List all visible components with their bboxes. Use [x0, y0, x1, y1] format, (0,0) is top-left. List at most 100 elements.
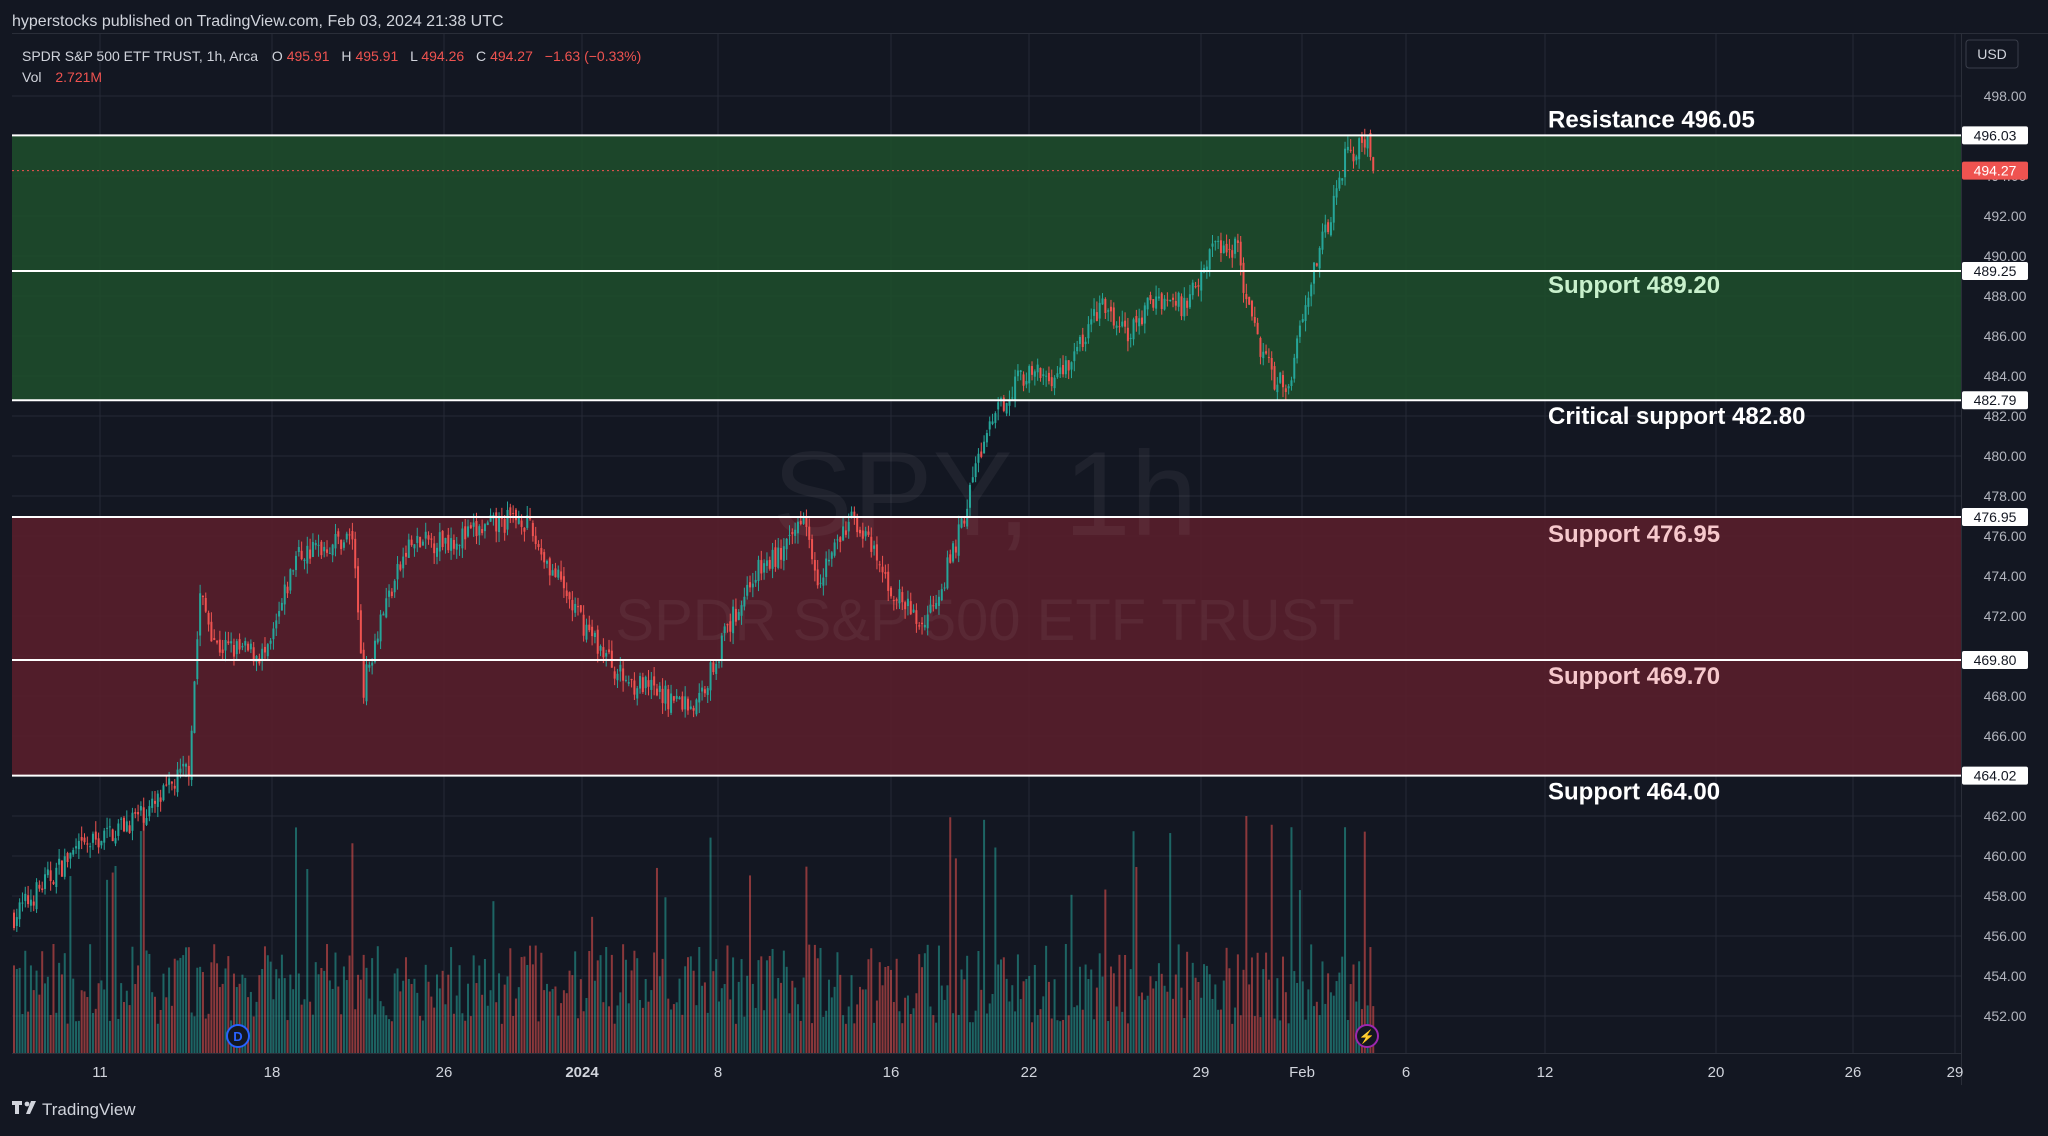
- volume-bar: [1329, 992, 1332, 1053]
- volume-bar: [915, 993, 918, 1053]
- level-annotation: Support 469.70: [1548, 663, 1720, 690]
- candle-body: [199, 593, 202, 636]
- volume-bar: [912, 1008, 915, 1053]
- candle-body: [32, 901, 35, 906]
- volume-bar: [368, 998, 371, 1053]
- volume-bar: [170, 1005, 173, 1053]
- volume-bar: [811, 1023, 814, 1053]
- volume-bar: [1022, 981, 1025, 1053]
- volume-bar: [362, 954, 365, 1053]
- candle-body: [52, 881, 55, 885]
- level-price-label: 469.80: [1974, 652, 2017, 668]
- volume-bar: [348, 955, 351, 1053]
- candle-body: [780, 547, 783, 560]
- candle-body: [624, 679, 627, 681]
- candle-body: [802, 517, 805, 524]
- volume-bar: [949, 817, 952, 1053]
- candle-body: [949, 554, 952, 563]
- volume-bar: [1369, 947, 1372, 1053]
- candle-body: [275, 620, 278, 629]
- y-tick-label: 460.00: [1984, 848, 2027, 864]
- level-annotation: Support 476.95: [1548, 521, 1720, 548]
- volume-bar: [371, 958, 374, 1053]
- candle-body: [292, 570, 295, 572]
- candle-body: [300, 550, 303, 560]
- volume-bar: [292, 989, 295, 1053]
- volume-bar: [210, 962, 213, 1053]
- volume-bar: [1183, 1018, 1186, 1053]
- x-tick-label: 20: [1708, 1064, 1725, 1081]
- legend-close-value: 494.27: [490, 48, 533, 64]
- candle-body: [1163, 298, 1166, 310]
- candle-body: [650, 679, 653, 690]
- volume-bar: [1327, 973, 1330, 1053]
- candle-body: [1087, 324, 1090, 339]
- candle-body: [1081, 334, 1084, 348]
- volume-bar: [303, 999, 306, 1053]
- candle-body: [46, 869, 49, 876]
- dividend-badge[interactable]: D: [226, 1024, 250, 1048]
- candle-body: [168, 778, 171, 785]
- volume-bar: [701, 985, 704, 1053]
- volume-bar: [929, 1006, 932, 1053]
- volume-bar: [1346, 1019, 1349, 1053]
- currency-button[interactable]: [1965, 39, 2019, 69]
- candle-body: [402, 556, 405, 569]
- volume-bar: [142, 814, 145, 1053]
- last-price-tag: [1962, 161, 2028, 180]
- volume-bar: [1121, 1011, 1124, 1053]
- candle-body: [320, 541, 323, 556]
- volume-bar: [847, 1006, 850, 1053]
- volume-bar: [168, 967, 171, 1053]
- volume-bar: [718, 1001, 720, 1053]
- volume-bar: [1160, 973, 1163, 1053]
- volume-bar: [935, 1022, 938, 1053]
- candle-body: [957, 524, 960, 556]
- level-price-label: 496.03: [1974, 127, 2017, 143]
- volume-bar: [709, 837, 712, 1053]
- candle-body: [1050, 377, 1053, 387]
- volume-bar: [1093, 1019, 1096, 1053]
- volume-bar: [385, 1015, 388, 1053]
- volume-bar: [478, 965, 481, 1053]
- candle-body: [18, 902, 21, 920]
- legend-ohlc[interactable]: SPDR S&P 500 ETF TRUST, 1h, Arca O 495.9…: [22, 48, 641, 64]
- volume-bar: [1126, 1023, 1129, 1053]
- volume-bar: [873, 1022, 876, 1053]
- volume-bar: [483, 959, 486, 1053]
- y-tick-label: 482.00: [1984, 408, 2027, 424]
- candle-body: [1166, 299, 1169, 301]
- candle-body: [743, 596, 746, 607]
- candle-body: [1239, 241, 1242, 266]
- candle-body: [498, 516, 501, 533]
- candle-body: [170, 781, 173, 784]
- candle-body: [1011, 397, 1014, 399]
- legend-volume[interactable]: Vol 2.721M: [22, 69, 102, 85]
- candle-body: [771, 549, 774, 569]
- candle-body: [244, 641, 247, 646]
- y-tick-label: 458.00: [1984, 888, 2027, 904]
- volume-bar: [337, 986, 340, 1053]
- candle-body: [512, 513, 515, 515]
- candle-body: [963, 520, 966, 524]
- earnings-badge[interactable]: ⚡: [1355, 1024, 1379, 1048]
- volume-bar: [365, 967, 368, 1053]
- price-axis-panel[interactable]: [1962, 33, 2048, 1085]
- candle-body: [523, 527, 526, 532]
- volume-bar: [15, 968, 18, 1053]
- volume-bar: [131, 946, 134, 1053]
- volume-bar: [1053, 979, 1056, 1053]
- footer-brand[interactable]: TradingView: [42, 1100, 136, 1119]
- candle-body: [100, 840, 103, 846]
- volume-bar: [985, 1013, 988, 1053]
- candle-body: [791, 532, 794, 535]
- volume-bar: [1090, 969, 1093, 1053]
- x-tick-label: 29: [1193, 1064, 1210, 1081]
- candle-body: [137, 812, 140, 815]
- candle-body: [1214, 241, 1217, 243]
- y-tick-label: 488.00: [1984, 288, 2027, 304]
- volume-bar: [227, 956, 230, 1053]
- volume-bar: [723, 984, 726, 1053]
- volume-bar: [670, 1009, 673, 1053]
